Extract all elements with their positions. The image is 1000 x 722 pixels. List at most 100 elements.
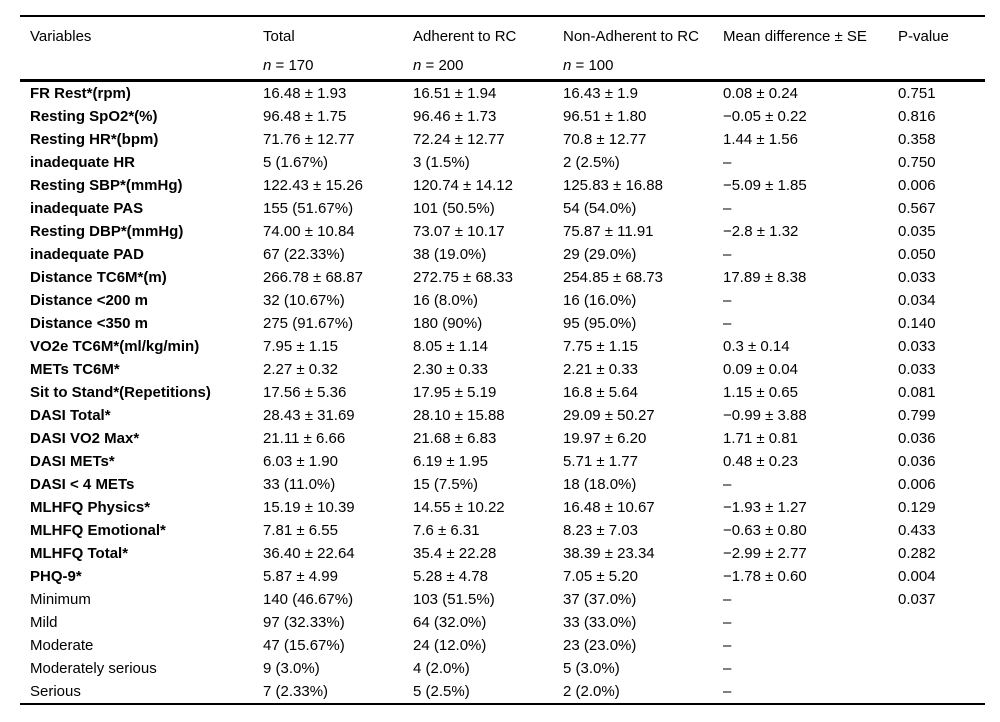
cell-variable: DASI Total* <box>30 407 111 424</box>
cell-variable: inadequate HR <box>30 154 136 171</box>
cell-adherent: 101 (50.5%) <box>413 200 495 217</box>
cell-p-value: 0.033 <box>898 269 936 286</box>
column-header: Mean difference ± SE <box>713 16 888 81</box>
column-header-label: P-value <box>898 28 949 45</box>
cell-variable: Sit to Stand*(Repetitions) <box>30 384 211 401</box>
cell-variable: DASI METs* <box>30 453 115 470</box>
cell-non-adherent: 37 (37.0%) <box>563 591 637 608</box>
cell-non-adherent: 96.51 ± 1.80 <box>563 108 647 125</box>
cell-adherent: 120.74 ± 14.12 <box>413 177 513 194</box>
cell-non-adherent: 2.21 ± 0.33 <box>563 361 638 378</box>
column-header-label: Adherent to RC <box>413 28 517 45</box>
table-row: Resting SpO2*(%) 96.48 ± 1.75 96.46 ± 1.73… <box>20 105 985 128</box>
table-row: Mild 97 (32.33%) 64 (32.0%) 33 (33.0%) – <box>20 611 985 634</box>
cell-variable: Mild <box>30 614 58 631</box>
table-row: METs TC6M* 2.27 ± 0.32 2.30 ± 0.33 2.21 ± 0… <box>20 358 985 381</box>
cell-adherent: 15 (7.5%) <box>413 476 479 493</box>
cell-total: 15.19 ± 10.39 <box>263 499 355 516</box>
column-sample-size: n = 200 <box>413 57 464 74</box>
cell-p-value: 0.006 <box>898 177 936 194</box>
cell-non-adherent: 95 (95.0%) <box>563 315 637 332</box>
cell-adherent: 8.05 ± 1.14 <box>413 338 488 355</box>
table-row: DASI < 4 METs 33 (11.0%) 15 (7.5%) 18 (18.0… <box>20 473 985 496</box>
cell-variable: Distance TC6M*(m) <box>30 269 167 286</box>
cell-non-adherent: 33 (33.0%) <box>563 614 637 631</box>
cell-non-adherent: 2 (2.0%) <box>563 683 620 700</box>
column-header: Total n = 170 <box>253 16 403 81</box>
cell-non-adherent: 70.8 ± 12.77 <box>563 131 647 148</box>
cell-p-value: 0.036 <box>898 430 936 447</box>
table-row: Resting HR*(bpm) 71.76 ± 12.77 72.24 ± 12.… <box>20 128 985 151</box>
cell-adherent: 96.46 ± 1.73 <box>413 108 497 125</box>
cell-variable: FR Rest*(rpm) <box>30 85 131 102</box>
cell-mean-difference: 1.44 ± 1.56 <box>723 131 798 148</box>
cell-total: 122.43 ± 15.26 <box>263 177 363 194</box>
table-row: Sit to Stand*(Repetitions) 17.56 ± 5.36 17… <box>20 381 985 404</box>
table-row: Distance <350 m 275 (91.67%) 180 (90%) 95 (… <box>20 312 985 335</box>
cell-total: 155 (51.67%) <box>263 200 354 217</box>
cell-variable: PHQ-9* <box>30 568 82 585</box>
cell-adherent: 17.95 ± 5.19 <box>413 384 497 401</box>
cell-adherent: 2.30 ± 0.33 <box>413 361 488 378</box>
cell-non-adherent: 8.23 ± 7.03 <box>563 522 638 539</box>
cell-total: 266.78 ± 68.87 <box>263 269 363 286</box>
cell-non-adherent: 125.83 ± 16.88 <box>563 177 663 194</box>
cell-total: 67 (22.33%) <box>263 246 345 263</box>
cell-p-value: 0.140 <box>898 315 936 332</box>
cell-total: 97 (32.33%) <box>263 614 345 631</box>
table-row: FR Rest*(rpm) 16.48 ± 1.93 16.51 ± 1.94 16.… <box>20 81 985 106</box>
cell-mean-difference: 0.48 ± 0.23 <box>723 453 798 470</box>
cell-p-value: 0.050 <box>898 246 936 263</box>
cell-non-adherent: 5 (3.0%) <box>563 660 620 677</box>
column-header: Adherent to RC n = 200 <box>403 16 553 81</box>
cell-adherent: 103 (51.5%) <box>413 591 495 608</box>
table-row: PHQ-9* 5.87 ± 4.99 5.28 ± 4.78 7.05 ± 5.20 −… <box>20 565 985 588</box>
cell-total: 16.48 ± 1.93 <box>263 85 347 102</box>
cell-mean-difference: 1.71 ± 0.81 <box>723 430 798 447</box>
cell-non-adherent: 18 (18.0%) <box>563 476 637 493</box>
table-row: Minimum 140 (46.67%) 103 (51.5%) 37 (37.0%)… <box>20 588 985 611</box>
cell-mean-difference: 1.15 ± 0.65 <box>723 384 798 401</box>
cell-adherent: 5.28 ± 4.78 <box>413 568 488 585</box>
cell-mean-difference: −1.93 ± 1.27 <box>723 499 807 516</box>
table-row: Serious 7 (2.33%) 5 (2.5%) 2 (2.0%) – <box>20 680 985 704</box>
cell-variable: Moderate <box>30 637 94 654</box>
cell-p-value: 0.037 <box>898 591 936 608</box>
column-header: P-value <box>888 16 985 81</box>
cell-variable: Minimum <box>30 591 91 608</box>
cell-total: 275 (91.67%) <box>263 315 354 332</box>
cell-mean-difference: −2.8 ± 1.32 <box>723 223 799 240</box>
cell-adherent: 38 (19.0%) <box>413 246 487 263</box>
cell-adherent: 14.55 ± 10.22 <box>413 499 505 516</box>
cell-total: 140 (46.67%) <box>263 591 354 608</box>
table-row: MLHFQ Emotional* 7.81 ± 6.55 7.6 ± 6.31 8.2… <box>20 519 985 542</box>
cell-mean-difference: −0.99 ± 3.88 <box>723 407 807 424</box>
cell-mean-difference: – <box>723 614 732 631</box>
cell-p-value: 0.799 <box>898 407 936 424</box>
table-row: inadequate PAS 155 (51.67%) 101 (50.5%) 54 … <box>20 197 985 220</box>
cell-non-adherent: 16.48 ± 10.67 <box>563 499 655 516</box>
cell-total: 9 (3.0%) <box>263 660 320 677</box>
cell-p-value: 0.282 <box>898 545 936 562</box>
cell-p-value: 0.004 <box>898 568 936 585</box>
cell-mean-difference: −2.99 ± 2.77 <box>723 545 807 562</box>
cell-p-value: 0.751 <box>898 85 936 102</box>
cell-variable: Resting HR*(bpm) <box>30 131 159 148</box>
cell-adherent: 21.68 ± 6.83 <box>413 430 497 447</box>
cell-total: 7.95 ± 1.15 <box>263 338 338 355</box>
cell-adherent: 5 (2.5%) <box>413 683 470 700</box>
cell-adherent: 180 (90%) <box>413 315 483 332</box>
cell-p-value: 0.816 <box>898 108 936 125</box>
cell-non-adherent: 16 (16.0%) <box>563 292 637 309</box>
cell-adherent: 7.6 ± 6.31 <box>413 522 480 539</box>
cell-variable: VO2e TC6M*(ml/kg/min) <box>30 338 200 355</box>
cell-total: 2.27 ± 0.32 <box>263 361 338 378</box>
cell-variable: Distance <350 m <box>30 315 148 332</box>
table-row: Resting DBP*(mmHg) 74.00 ± 10.84 73.07 ± 1… <box>20 220 985 243</box>
column-header-label: Variables <box>30 28 92 45</box>
cell-p-value: 0.034 <box>898 292 936 309</box>
column-sample-size: n = 100 <box>563 57 614 74</box>
cell-p-value: 0.036 <box>898 453 936 470</box>
cell-variable: Distance <200 m <box>30 292 148 309</box>
cell-non-adherent: 29.09 ± 50.27 <box>563 407 655 424</box>
